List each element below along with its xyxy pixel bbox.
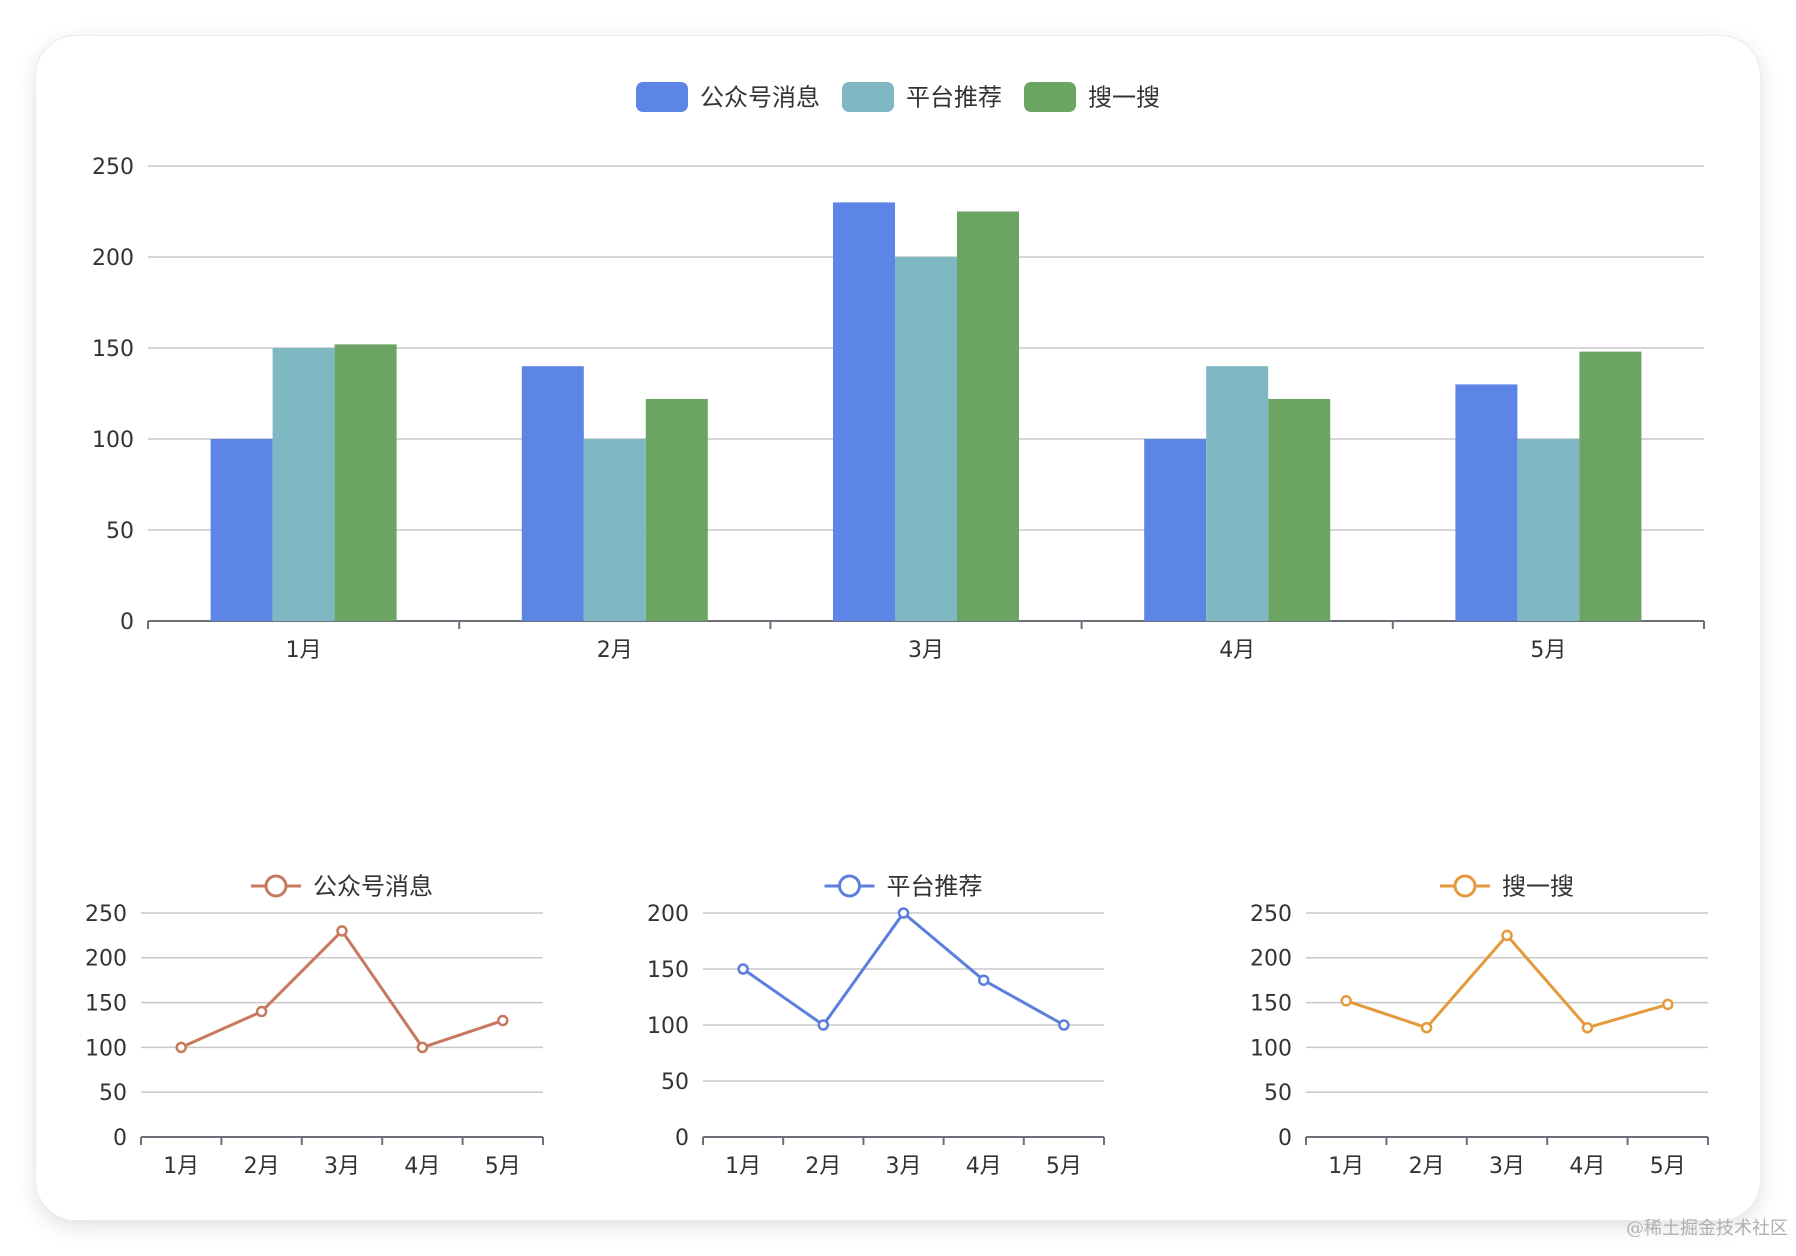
chart-card — [36, 36, 1760, 1220]
bar — [1579, 351, 1642, 621]
data-point — [737, 963, 749, 975]
bar — [645, 398, 708, 621]
x-tick-label: 3月 — [886, 1154, 922, 1179]
bar — [1517, 439, 1580, 621]
data-point — [1501, 929, 1513, 942]
legend-marker — [838, 874, 861, 898]
data-point — [175, 1041, 187, 1054]
series-line — [1345, 933, 1669, 1030]
y-tick-label: 50 — [99, 1081, 127, 1106]
x-tick-label: 1月 — [163, 1154, 199, 1179]
data-point — [497, 1014, 509, 1027]
data-point — [1581, 1021, 1594, 1034]
data-point — [977, 974, 990, 986]
x-tick-label: 4月 — [1569, 1154, 1605, 1179]
data-point — [817, 1019, 830, 1031]
data-point — [1058, 1019, 1070, 1031]
y-tick-label: 0 — [1278, 1126, 1292, 1151]
y-tick-label: 50 — [106, 519, 134, 544]
line-chart-gongzhonghao: 0 50 100 150 200 250 1月 2月 3月 4月 5月 公众号消息 — [85, 873, 544, 1179]
y-tick-label: 0 — [675, 1126, 689, 1151]
y-tick-label: 200 — [92, 246, 134, 271]
legend-label: 搜一搜 — [1088, 84, 1160, 112]
x-tick-label: 3月 — [324, 1154, 360, 1179]
y-tick-label: 100 — [85, 1036, 127, 1061]
bar — [895, 257, 957, 621]
x-tick-label: 5月 — [485, 1154, 521, 1179]
bar — [272, 348, 335, 621]
data-point — [1662, 998, 1674, 1011]
x-tick-label: 3月 — [1489, 1154, 1525, 1179]
y-tick-label: 250 — [85, 902, 127, 927]
data-point — [1420, 1021, 1433, 1034]
y-tick-label: 100 — [1250, 1036, 1292, 1061]
y-tick-label: 150 — [1250, 992, 1292, 1017]
legend-marker — [1453, 874, 1477, 898]
x-tick-label: 1月 — [286, 638, 322, 663]
x-tick-label: 5月 — [1046, 1154, 1082, 1179]
y-tick-label: 100 — [92, 428, 134, 453]
y-tick-label: 150 — [647, 958, 689, 983]
x-tick-label: 4月 — [404, 1154, 440, 1179]
watermark: @稀土掘金技术社区 — [1626, 1218, 1788, 1239]
y-tick-label: 50 — [1264, 1081, 1292, 1106]
bar — [957, 211, 1019, 621]
legend-swatch — [636, 82, 688, 112]
y-tick-label: 250 — [92, 155, 134, 180]
bar — [521, 366, 584, 621]
x-tick-label: 5月 — [1530, 638, 1566, 663]
legend-marker — [264, 874, 288, 898]
y-tick-label: 0 — [120, 610, 134, 635]
bar — [1144, 439, 1207, 621]
x-tick-label: 2月 — [805, 1154, 841, 1179]
x-tick-label: 2月 — [1409, 1154, 1445, 1179]
x-tick-label: 4月 — [1219, 638, 1255, 663]
data-point — [416, 1041, 429, 1054]
legend-swatch — [1024, 82, 1076, 112]
y-tick-label: 200 — [647, 902, 689, 927]
y-tick-label: 150 — [92, 337, 134, 362]
x-tick-label: 1月 — [725, 1154, 761, 1179]
series-line — [180, 929, 504, 1049]
bar — [210, 439, 273, 621]
y-tick-label: 50 — [661, 1070, 689, 1095]
bar — [583, 439, 646, 621]
bar — [1268, 398, 1331, 621]
y-tick-label: 0 — [113, 1126, 127, 1151]
legend-label: 搜一搜 — [1502, 873, 1574, 901]
bar — [1206, 366, 1269, 621]
y-tick-label: 150 — [85, 992, 127, 1017]
y-tick-label: 200 — [85, 947, 127, 972]
y-tick-label: 200 — [1250, 947, 1292, 972]
legend-label: 平台推荐 — [906, 84, 1002, 112]
x-tick-label: 2月 — [597, 638, 633, 663]
bar — [1455, 384, 1518, 621]
legend-label: 公众号消息 — [700, 84, 820, 112]
data-point — [897, 907, 910, 919]
x-tick-label: 2月 — [244, 1154, 280, 1179]
legend-label: 平台推荐 — [887, 873, 983, 901]
x-tick-label: 3月 — [908, 638, 944, 663]
data-point — [1340, 995, 1352, 1007]
legend-label: 公众号消息 — [313, 873, 433, 901]
legend-swatch — [842, 82, 894, 112]
x-tick-label: 1月 — [1328, 1154, 1364, 1179]
bar — [334, 344, 397, 621]
x-tick-label: 5月 — [1650, 1154, 1686, 1179]
y-tick-label: 250 — [1250, 902, 1292, 927]
data-point — [336, 925, 348, 937]
x-tick-label: 4月 — [966, 1154, 1002, 1179]
y-tick-label: 100 — [647, 1014, 689, 1039]
line-chart-pingtai: 0 50 100 150 200 1月 2月 3月 4月 5月 平台推荐 — [647, 873, 1105, 1179]
bar-chart: 0 50 100 150 200 250 1月 2月 3月 4月 5月 公众号消息 平台推荐 搜一搜 — [92, 82, 1705, 663]
line-chart-sousou: 0 50 100 150 200 250 1月 2月 3月 4月 5月 搜一搜 — [1250, 873, 1709, 1179]
bar — [833, 202, 895, 621]
data-point — [255, 1005, 268, 1018]
